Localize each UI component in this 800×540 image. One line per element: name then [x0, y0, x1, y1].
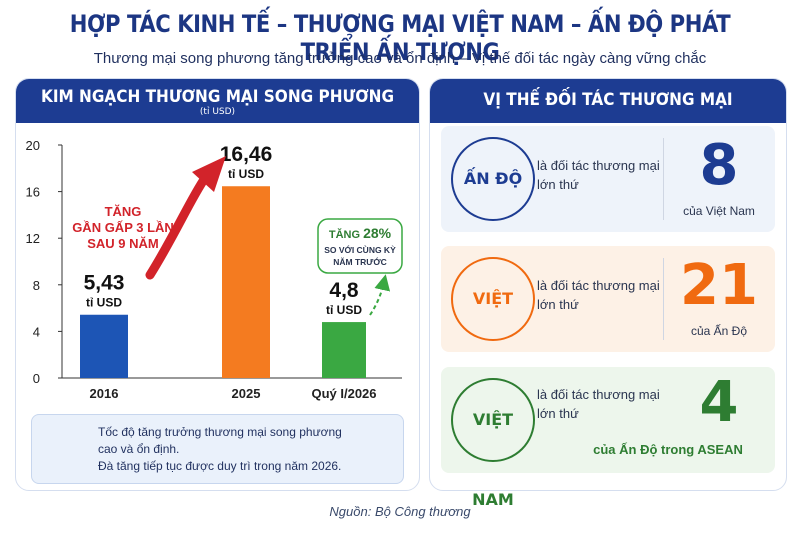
partner-description-line-1: là đối tác thương mại: [537, 158, 660, 173]
growth-text-line-1: TĂNG: [105, 204, 142, 219]
partner-name-circle: ẤN ĐỘ: [451, 137, 535, 221]
partner-description-line-1: là đối tác thương mại: [537, 278, 660, 293]
partner-card-vietnam-india: VIỆT NAM là đối tác thương mại lớn thứ 2…: [441, 246, 775, 388]
growth-text-line-3: SAU 9 NĂM: [87, 236, 159, 251]
partner-description: là đối tác thương mại lớn thứ: [537, 156, 662, 194]
card-divider: [663, 258, 664, 340]
trade-value-header: KIM NGẠCH THƯƠNG MẠI SONG PHƯƠNG (tỉ USD…: [16, 79, 419, 123]
x-tick-label: Quý I/2026: [311, 386, 376, 401]
partner-rank: 8: [699, 133, 739, 198]
growth-note-line-2: cao và ổn định.: [98, 442, 180, 456]
yoy-growth-line-2: SO VỚI CÙNG KỲ: [324, 244, 396, 255]
data-unit-label: tỉ USD: [228, 167, 264, 181]
partner-rank: 4: [699, 370, 739, 435]
partner-name-circle: VIỆT NAM: [451, 257, 535, 388]
partner-description-line-2: lớn thứ: [537, 406, 579, 421]
data-label: 16,46: [220, 143, 273, 166]
growth-note-text: Tốc độ tăng trưởng thương mại song phươn…: [98, 424, 398, 475]
partner-rank-caption: của Ấn Độ trong ASEAN: [593, 442, 743, 457]
bar: [80, 314, 128, 378]
y-tick-label: 20: [26, 138, 40, 153]
data-label: 5,43: [84, 272, 125, 295]
partner-description-line-2: lớn thứ: [537, 177, 579, 192]
data-unit-label: tỉ USD: [326, 303, 362, 317]
partner-position-header-title: VỊ THẾ ĐỐI TÁC THƯƠNG MẠI: [483, 90, 733, 110]
partner-card-india: ẤN ĐỘ là đối tác thương mại lớn thứ 8 củ…: [441, 126, 775, 232]
partner-description: là đối tác thương mại lớn thứ: [537, 385, 662, 423]
y-tick-label: 8: [33, 278, 40, 293]
growth-note-line-3: Đà tăng tiếp tục được duy trì trong năm …: [98, 459, 342, 473]
partner-position-header: VỊ THẾ ĐỐI TÁC THƯƠNG MẠI: [430, 79, 786, 123]
growth-note-line-1: Tốc độ tăng trưởng thương mại song phươn…: [98, 425, 342, 439]
partner-name-circle: VIỆT NAM: [451, 378, 535, 509]
x-tick-label: 2016: [90, 386, 119, 401]
partner-description-line-1: là đối tác thương mại: [537, 387, 660, 402]
yoy-growth-line-3: NĂM TRƯỚC: [333, 256, 387, 267]
growth-note-box: [31, 414, 404, 484]
card-divider: [663, 138, 664, 220]
page-subtitle: Thương mại song phương tăng trưởng cao v…: [93, 50, 707, 67]
x-tick-label: 2025: [232, 386, 261, 401]
source-note: Nguồn: Bộ Công thương: [329, 504, 471, 519]
yoy-growth-title: TĂNG 28%: [329, 225, 392, 241]
y-tick-label: 12: [26, 231, 40, 246]
partner-description-line-2: lớn thứ: [537, 297, 579, 312]
dashed-arrow-icon: [369, 274, 391, 316]
data-label: 4,8: [329, 279, 359, 302]
y-tick-label: 4: [33, 324, 40, 339]
bar: [222, 186, 270, 378]
partner-description: là đối tác thương mại lớn thứ: [537, 276, 662, 314]
y-tick-label: 16: [26, 185, 40, 200]
bar: [322, 322, 366, 378]
partner-rank-caption: của Ấn Độ: [690, 324, 748, 338]
partner-rank: 21: [680, 253, 758, 318]
growth-arrow-icon: [145, 156, 226, 280]
partner-card-vietnam-asean: VIỆT NAM là đối tác thương mại lớn thứ 4…: [441, 367, 775, 509]
growth-text-line-2: GẦN GẤP 3 LẦN: [72, 220, 174, 235]
page-title: HỢP TÁC KINH TẾ – THƯƠNG MẠI VIỆT NAM – …: [69, 10, 731, 66]
partner-rank-caption: của Việt Nam: [683, 204, 755, 218]
y-tick-label: 0: [33, 371, 40, 386]
trade-value-unit: (tỉ USD): [199, 107, 236, 117]
data-unit-label: tỉ USD: [86, 296, 122, 310]
yoy-growth-bubble: TĂNG 28% SO VỚI CÙNG KỲ NĂM TRƯỚC: [317, 218, 403, 274]
trade-value-header-title: KIM NGẠCH THƯƠNG MẠI SONG PHƯƠNG: [40, 87, 395, 107]
